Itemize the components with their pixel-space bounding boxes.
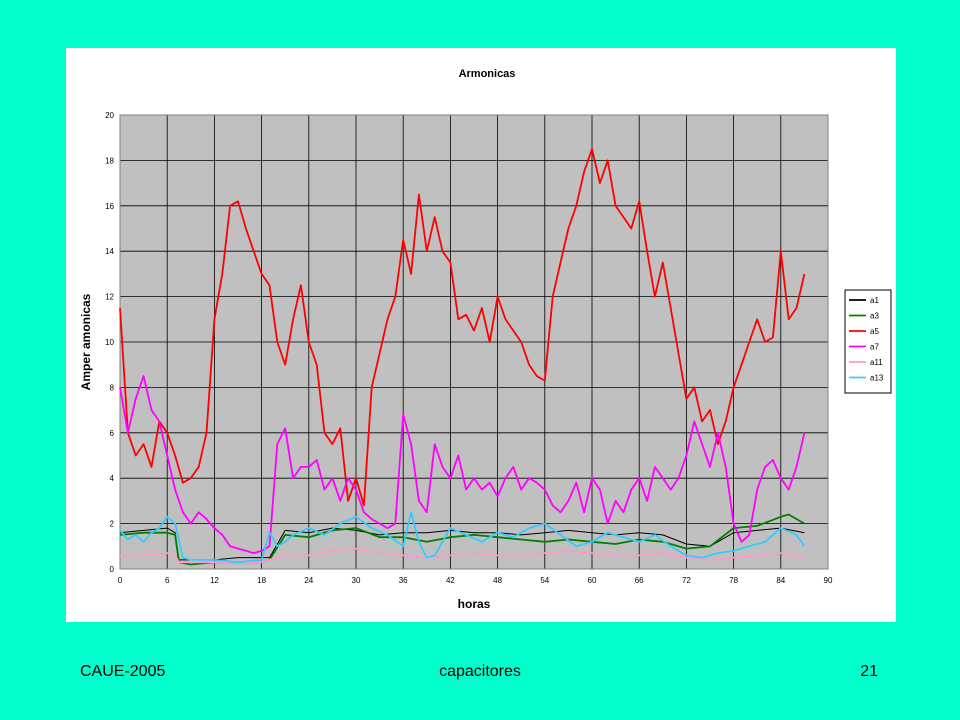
x-tick-label: 30 [352,576,361,585]
y-tick-label: 6 [110,429,115,438]
y-tick-label: 10 [105,338,114,347]
series-line-a13 [119,511,806,564]
series-line-a11 [120,547,805,564]
x-tick-label: 0 [118,576,123,585]
y-tick-label: 2 [110,520,115,529]
legend-label-a5: a5 [870,327,879,336]
legend-label-a3: a3 [870,312,879,321]
x-tick-labels: 0 6 12 18 24 30 36 42 48 54 60 66 72 78 84 90 [118,576,833,585]
legend: a1 a3 a5 a7 a11 a13 [844,289,892,394]
y-tick-label: 20 [105,111,114,120]
x-axis-label: horas [458,597,491,611]
y-tick-label: 18 [105,156,114,165]
series-line-a7 [119,375,806,555]
x-tick-label: 48 [493,576,502,585]
footer-author: CAUE-2005 [80,663,166,680]
footer-topic: capacitores [439,663,521,680]
x-tick-label: 90 [824,576,833,585]
series-lines [119,148,806,566]
page-number: 21 [860,663,878,680]
y-axis-label: Amper amonicas [79,293,93,390]
legend-items: a1 a3 a5 a7 a11 a13 [849,296,884,383]
series-line-a5 [119,148,806,507]
chart-title: Armonicas [459,68,516,80]
y-tick-label: 16 [105,202,114,211]
legend-label-a1: a1 [870,296,879,305]
chart-panel: Armonicas 0 2 4 6 8 10 12 14 16 18 20 0 6 12 18 24 30 36… [66,48,896,622]
y-tick-label: 8 [110,383,115,392]
x-tick-label: 84 [776,576,785,585]
y-tick-label: 4 [110,474,115,483]
x-tick-label: 60 [588,576,597,585]
x-tick-label: 72 [682,576,691,585]
x-tick-label: 66 [635,576,644,585]
x-tick-label: 24 [304,576,313,585]
x-tick-label: 12 [210,576,219,585]
x-tick-label: 54 [540,576,549,585]
y-tick-label: 14 [105,247,114,256]
y-tick-label: 0 [110,565,115,574]
x-tick-label: 78 [729,576,738,585]
x-tick-label: 18 [257,576,266,585]
plot-border [119,114,829,570]
series-line-a3 [119,513,805,566]
y-tick-label: 12 [105,293,114,302]
x-tick-label: 42 [446,576,455,585]
x-tick-label: 36 [399,576,408,585]
x-tick-label: 6 [165,576,170,585]
legend-label-a7: a7 [870,343,879,352]
grid-lines [119,114,829,570]
y-tick-labels: 0 2 4 6 8 10 12 14 16 18 20 [105,111,114,574]
legend-box [844,289,892,394]
legend-label-a11: a11 [870,358,883,367]
legend-label-a13: a13 [870,374,884,383]
